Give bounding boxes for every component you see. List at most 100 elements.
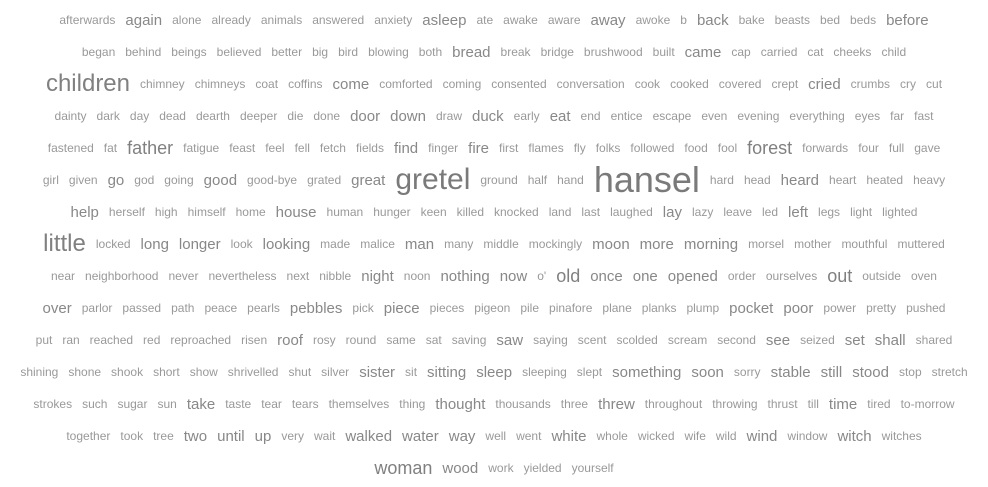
cloud-word[interactable]: sorry <box>733 365 761 379</box>
cloud-word[interactable]: behind <box>125 45 162 59</box>
cloud-word[interactable]: two <box>183 427 208 445</box>
cloud-word[interactable]: rosy <box>312 333 336 347</box>
cloud-word[interactable]: soon <box>691 363 724 381</box>
cloud-word[interactable]: go <box>107 171 125 189</box>
cloud-word[interactable]: shone <box>68 365 102 379</box>
cloud-word[interactable]: great <box>351 171 386 189</box>
cloud-word[interactable]: nevertheless <box>208 269 277 283</box>
cloud-word[interactable]: path <box>171 301 195 315</box>
cloud-word[interactable]: yourself <box>571 461 614 475</box>
cloud-word[interactable]: short <box>153 365 180 379</box>
cloud-word[interactable]: plump <box>686 301 720 315</box>
cloud-word[interactable]: even <box>701 109 728 123</box>
cloud-word[interactable]: grated <box>307 173 342 187</box>
cloud-word[interactable]: crept <box>771 77 799 91</box>
cloud-word[interactable]: chimneys <box>194 77 246 91</box>
cloud-word[interactable]: tear <box>261 397 282 411</box>
cloud-word[interactable]: order <box>727 269 756 283</box>
cloud-word[interactable]: pebbles <box>289 299 343 317</box>
cloud-word[interactable]: hansel <box>593 159 700 200</box>
cloud-word[interactable]: asleep <box>422 11 467 29</box>
cloud-word[interactable]: head <box>743 173 771 187</box>
cloud-word[interactable]: fell <box>294 141 310 155</box>
cloud-word[interactable]: put <box>35 333 53 347</box>
cloud-word[interactable]: fat <box>103 141 118 155</box>
cloud-word[interactable]: saw <box>496 331 524 349</box>
cloud-word[interactable]: laughed <box>610 205 653 219</box>
cloud-word[interactable]: fast <box>914 109 934 123</box>
cloud-word[interactable]: sitting <box>427 363 467 381</box>
cloud-word[interactable]: keen <box>420 205 447 219</box>
cloud-word[interactable]: strokes <box>33 397 73 411</box>
cloud-word[interactable]: mother <box>794 237 832 251</box>
cloud-word[interactable]: wind <box>746 427 778 445</box>
cloud-word[interactable]: herself <box>108 205 145 219</box>
cloud-word[interactable]: water <box>402 427 439 445</box>
cloud-word[interactable]: ourselves <box>765 269 818 283</box>
cloud-word[interactable]: dead <box>159 109 186 123</box>
cloud-word[interactable]: work <box>488 461 514 475</box>
cloud-word[interactable]: better <box>271 45 303 59</box>
cloud-word[interactable]: began <box>81 45 116 59</box>
cloud-word[interactable]: plane <box>602 301 632 315</box>
cloud-word[interactable]: food <box>684 141 708 155</box>
cloud-word[interactable]: bread <box>452 43 491 61</box>
cloud-word[interactable]: o' <box>537 269 547 283</box>
cloud-word[interactable]: escape <box>652 109 692 123</box>
cloud-word[interactable]: both <box>418 45 443 59</box>
cloud-word[interactable]: followed <box>630 141 675 155</box>
cloud-word[interactable]: end <box>580 109 601 123</box>
cloud-word[interactable]: mockingly <box>528 237 583 251</box>
cloud-word[interactable]: god <box>134 173 155 187</box>
cloud-word[interactable]: planks <box>641 301 677 315</box>
cloud-word[interactable]: power <box>823 301 857 315</box>
cloud-word[interactable]: oven <box>910 269 937 283</box>
cloud-word[interactable]: father <box>127 138 174 158</box>
cloud-word[interactable]: shook <box>111 365 144 379</box>
cloud-word[interactable]: lazy <box>691 205 714 219</box>
cloud-word[interactable]: longer <box>178 235 221 253</box>
cloud-word[interactable]: thought <box>435 395 486 413</box>
cloud-word[interactable]: cook <box>634 77 661 91</box>
cloud-word[interactable]: help <box>70 203 99 221</box>
cloud-word[interactable]: last <box>581 205 601 219</box>
cloud-word[interactable]: die <box>287 109 304 123</box>
cloud-word[interactable]: mouthful <box>841 237 888 251</box>
cloud-word[interactable]: until <box>217 427 245 445</box>
cloud-word[interactable]: one <box>632 267 658 285</box>
cloud-word[interactable]: alone <box>172 13 202 27</box>
cloud-word[interactable]: man <box>404 235 435 253</box>
cloud-word[interactable]: answered <box>312 13 365 27</box>
cloud-word[interactable]: folks <box>595 141 621 155</box>
cloud-word[interactable]: cried <box>808 75 841 93</box>
cloud-word[interactable]: afterwards <box>59 13 116 27</box>
cloud-word[interactable]: coming <box>442 77 482 91</box>
cloud-word[interactable]: built <box>652 45 675 59</box>
cloud-word[interactable]: coat <box>255 77 279 91</box>
cloud-word[interactable]: hand <box>557 173 584 187</box>
cloud-word[interactable]: ground <box>480 173 518 187</box>
cloud-word[interactable]: woman <box>374 458 433 478</box>
cloud-word[interactable]: locked <box>95 237 131 251</box>
cloud-word[interactable]: fields <box>355 141 384 155</box>
cloud-word[interactable]: themselves <box>328 397 390 411</box>
cloud-word[interactable]: eyes <box>854 109 881 123</box>
cloud-word[interactable]: pocket <box>729 299 774 317</box>
cloud-word[interactable]: himself <box>187 205 226 219</box>
cloud-word[interactable]: given <box>68 173 98 187</box>
cloud-word[interactable]: nibble <box>319 269 352 283</box>
cloud-word[interactable]: same <box>386 333 416 347</box>
cloud-word[interactable]: awake <box>503 13 538 27</box>
cloud-word[interactable]: nothing <box>440 267 490 285</box>
cloud-word[interactable]: led <box>762 205 779 219</box>
cloud-word[interactable]: throwing <box>712 397 758 411</box>
cloud-word[interactable]: crumbs <box>850 77 891 91</box>
cloud-word[interactable]: look <box>230 237 253 251</box>
cloud-word[interactable]: pushed <box>906 301 946 315</box>
cloud-word[interactable]: dark <box>96 109 120 123</box>
cloud-word[interactable]: parlor <box>81 301 113 315</box>
cloud-word[interactable]: covered <box>718 77 762 91</box>
cloud-word[interactable]: heart <box>829 173 857 187</box>
cloud-word[interactable]: wife <box>684 429 706 443</box>
cloud-word[interactable]: already <box>211 13 251 27</box>
